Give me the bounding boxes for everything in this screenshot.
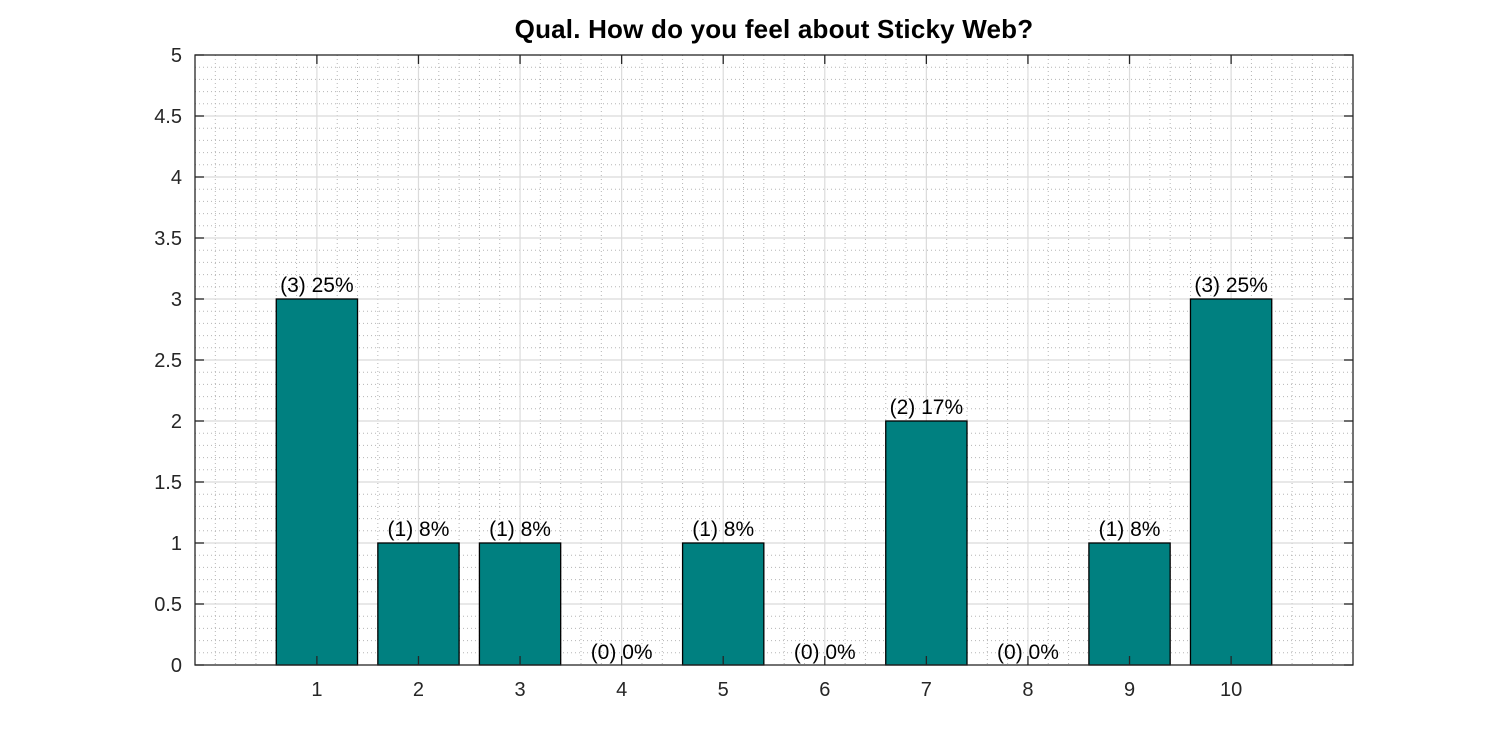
y-tick-label: 4.5 [154,106,182,128]
x-tick-label: 9 [1124,679,1135,701]
x-tick-label: 5 [718,679,729,701]
x-tick-label: 2 [413,679,424,701]
y-tick-label: 3.5 [154,228,182,250]
bar-category-5 [681,542,765,666]
y-tick-label: 2.5 [154,350,182,372]
bar-category-1 [275,298,359,666]
bar-category-3 [478,542,562,666]
x-tick-label: 10 [1220,679,1242,701]
chart-title: Qual. How do you feel about Sticky Web? [514,14,1034,44]
bar-value-label: (0) 0% [997,641,1059,664]
bar-value-label: (1) 8% [388,518,450,541]
bar-value-label: (1) 8% [692,518,754,541]
bar-value-label: (3) 25% [280,274,354,297]
bar-value-label: (3) 25% [1194,274,1268,297]
y-tick-label: 5 [171,45,182,67]
x-tick-label: 4 [616,679,627,701]
bar-category-2 [377,542,460,666]
bar-category-9 [1088,542,1171,666]
bar-category-10 [1189,298,1273,666]
y-tick-label: 3 [171,289,182,311]
x-tick-label: 6 [819,679,830,701]
bar-value-label: (1) 8% [489,518,551,541]
x-tick-label: 7 [921,679,932,701]
y-tick-label: 0 [171,655,182,677]
bar-value-label: (1) 8% [1099,518,1161,541]
y-tick-label: 1 [171,533,182,555]
x-tick-label: 3 [514,679,525,701]
bar-value-label: (2) 17% [890,396,964,419]
bar-category-7 [885,420,968,666]
x-tick-label: 1 [311,679,322,701]
x-tick-label: 8 [1022,679,1033,701]
y-tick-label: 0.5 [154,594,182,616]
y-tick-label: 2 [171,411,182,433]
y-tick-label: 4 [171,167,182,189]
bar-value-label: (0) 0% [591,641,653,664]
bar-value-label: (0) 0% [794,641,856,664]
y-tick-label: 1.5 [154,472,182,494]
